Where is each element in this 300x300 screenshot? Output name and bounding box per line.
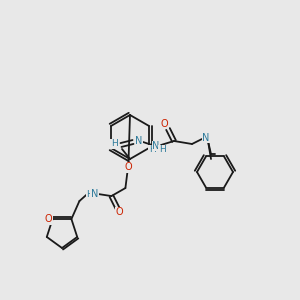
Text: H: H [86,190,93,199]
Text: H: H [148,146,155,154]
Text: N: N [202,133,210,143]
Text: N: N [152,141,160,151]
Text: N: N [135,136,143,146]
Text: O: O [45,214,52,224]
Text: O: O [116,207,123,217]
Text: O: O [160,119,168,129]
Text: O: O [124,162,132,172]
Text: H: H [159,146,165,154]
Text: H: H [111,140,117,148]
Text: N: N [91,189,98,199]
